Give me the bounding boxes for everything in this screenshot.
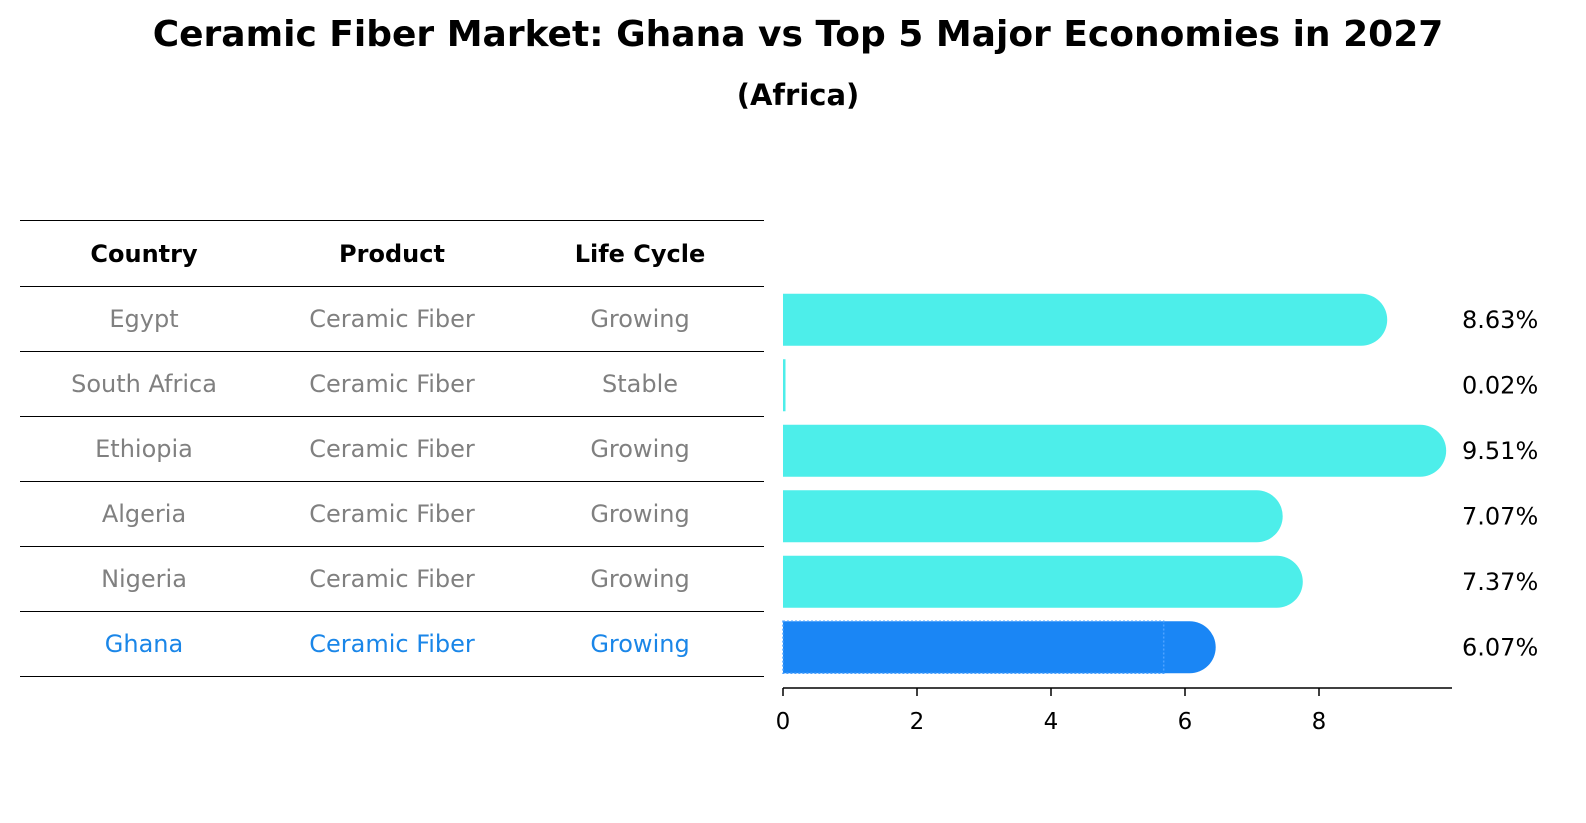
cell-country: Nigeria (101, 565, 187, 593)
value-label: 7.07% (1462, 502, 1538, 530)
cell-country: Ethiopia (95, 435, 193, 463)
bar-algeria (783, 490, 1283, 543)
table-row: Algeria Ceramic Fiber Growing (20, 482, 764, 547)
header-product: Product (339, 239, 445, 268)
cell-product: Ceramic Fiber (309, 500, 475, 528)
x-tick-label: 0 (776, 709, 791, 735)
value-label: 8.63% (1462, 306, 1538, 334)
cell-life-cycle: Growing (590, 500, 690, 528)
cell-life-cycle: Growing (590, 435, 690, 463)
bar-nigeria (783, 555, 1303, 608)
table-row: Ethiopia Ceramic Fiber Growing (20, 417, 764, 482)
cell-product: Ceramic Fiber (309, 370, 475, 398)
cell-product: Ceramic Fiber (309, 565, 475, 593)
header-country: Country (90, 239, 198, 268)
x-tick-label: 2 (910, 709, 925, 735)
cell-life-cycle: Growing (590, 630, 690, 658)
x-tick-label: 6 (1178, 709, 1193, 735)
cell-life-cycle: Growing (590, 305, 690, 333)
data-table: Country Product Life Cycle Egypt Ceramic… (20, 220, 764, 677)
cell-country: Algeria (101, 500, 187, 528)
value-label: 6.07% (1462, 633, 1538, 661)
chart-title: Ceramic Fiber Market: Ghana vs Top 5 Maj… (152, 14, 1444, 55)
bar-ethiopia (783, 424, 1447, 477)
bar-ghana (782, 620, 1216, 674)
cell-life-cycle: Stable (601, 370, 679, 398)
cell-life-cycle: Growing (590, 565, 690, 593)
bar-south-africa (783, 359, 786, 412)
cell-product: Ceramic Fiber (309, 435, 475, 463)
cell-product: Ceramic Fiber (309, 630, 475, 658)
x-tick-label: 4 (1044, 709, 1059, 735)
value-label: 0.02% (1462, 371, 1538, 399)
value-label: 9.51% (1462, 437, 1538, 465)
cell-country: Ghana (104, 630, 184, 658)
x-tick-label: 8 (1312, 709, 1327, 735)
value-label: 7.37% (1462, 568, 1538, 596)
cell-product: Ceramic Fiber (309, 305, 475, 333)
table-row: South Africa Ceramic Fiber Stable (20, 352, 764, 417)
table-row-highlight: Ghana Ceramic Fiber Growing (20, 612, 764, 677)
table-row: Nigeria Ceramic Fiber Growing (20, 547, 764, 612)
cell-country: South Africa (71, 370, 217, 398)
chart-subtitle: (Africa) (736, 78, 860, 112)
table-header-row: Country Product Life Cycle (20, 220, 764, 287)
table-row: Egypt Ceramic Fiber Growing (20, 287, 764, 352)
cell-country: Egypt (109, 305, 179, 333)
bar-egypt (783, 293, 1388, 346)
header-life-cycle: Life Cycle (574, 239, 706, 268)
